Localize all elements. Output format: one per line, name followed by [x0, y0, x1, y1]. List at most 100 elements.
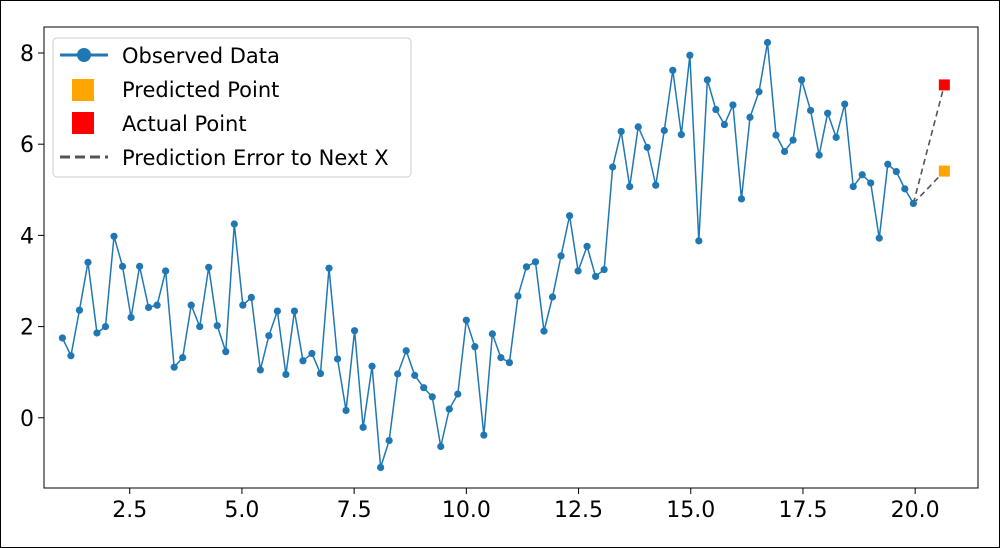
observed-point	[583, 242, 591, 250]
observed-point	[247, 293, 255, 301]
observed-point	[187, 301, 195, 309]
observed-point	[660, 126, 668, 135]
observed-point	[377, 463, 385, 472]
legend-error-label: Prediction Error to Next X	[122, 146, 389, 170]
observed-point	[170, 363, 178, 371]
legend-actual-label: Actual Point	[122, 112, 247, 136]
observed-point	[565, 212, 574, 220]
legend-observed-label: Observed Data	[122, 44, 280, 68]
observed-line	[61, 42, 915, 468]
observed-point	[179, 353, 187, 362]
x-tick-label: 17.5	[778, 498, 827, 523]
observed-point	[316, 369, 325, 378]
observed-point	[420, 384, 428, 392]
observed-point	[884, 160, 892, 168]
observed-point	[780, 147, 789, 156]
observed-point	[609, 163, 617, 171]
observed-point	[755, 88, 763, 96]
legend-actual-marker	[72, 112, 94, 134]
observed-point	[677, 131, 685, 139]
observed-point	[729, 101, 737, 109]
observed-point	[368, 362, 376, 370]
observed-point	[350, 327, 359, 335]
legend: Observed Data Predicted Point Actual Poi…	[52, 37, 412, 178]
actual-point-marker	[938, 79, 950, 91]
observed-point	[806, 106, 815, 115]
observed-point	[445, 405, 453, 413]
observed-point	[144, 303, 153, 312]
observed-point	[67, 352, 75, 360]
error-lines	[912, 84, 946, 205]
observed-point	[256, 366, 264, 374]
observed-point	[849, 182, 857, 191]
observed-point	[58, 334, 67, 342]
observed-point	[798, 76, 806, 84]
observed-point	[617, 127, 625, 136]
observed-point	[832, 133, 840, 141]
observed-point	[652, 181, 660, 189]
observed-point	[703, 76, 711, 84]
observed-point	[557, 252, 565, 260]
observed-point	[282, 370, 290, 379]
observed-point	[540, 327, 548, 335]
y-tick-label: 0	[20, 407, 34, 432]
legend-predicted-marker	[72, 79, 94, 101]
observed-point	[592, 272, 600, 281]
legend-observed-marker	[77, 48, 91, 62]
observed-point	[548, 293, 557, 301]
observed-point	[626, 182, 634, 191]
observed-point	[643, 143, 651, 151]
observed-point	[480, 431, 488, 439]
observed-point	[720, 120, 729, 129]
observed-point	[772, 131, 780, 139]
observed-point	[402, 347, 410, 355]
observed-point	[909, 199, 917, 208]
observed-point	[505, 359, 514, 367]
legend-box	[52, 37, 412, 178]
observed-point	[411, 371, 419, 379]
observed-point	[342, 406, 350, 415]
observed-point	[746, 113, 754, 121]
observed-point	[230, 220, 238, 228]
x-tick-label: 15.0	[666, 498, 715, 523]
observed-point	[205, 263, 213, 271]
predicted-point-marker	[938, 165, 950, 177]
observed-point	[497, 353, 505, 362]
observed-point	[437, 442, 445, 451]
observed-point	[454, 390, 462, 398]
error-line-predicted	[912, 170, 945, 205]
observed-point	[669, 66, 677, 74]
observed-point	[308, 349, 316, 358]
observed-point	[514, 292, 522, 300]
observed-point	[290, 307, 299, 315]
observed-point	[127, 313, 135, 322]
y-tick-label: 8	[20, 42, 34, 67]
observed-point	[299, 357, 307, 365]
observed-point	[892, 167, 900, 176]
observed-point	[135, 262, 144, 270]
observed-point	[634, 123, 642, 131]
x-tick-label: 10.0	[442, 498, 491, 523]
special-points	[938, 79, 950, 177]
observed-point	[118, 262, 127, 270]
observed-point	[600, 265, 608, 274]
x-tick-label: 12.5	[554, 498, 603, 523]
observed-point	[101, 322, 110, 331]
observed-point	[222, 348, 230, 356]
x-tick-label: 2.5	[112, 498, 147, 523]
x-tick-label: 20.0	[891, 498, 940, 523]
observed-point	[394, 370, 402, 378]
observed-point	[824, 109, 832, 117]
observed-point	[239, 301, 247, 309]
observed-point	[531, 258, 540, 266]
observed-point	[763, 38, 772, 47]
observed-point	[428, 393, 436, 401]
observed-point	[84, 258, 92, 266]
observed-point	[325, 264, 333, 272]
observed-point	[789, 136, 797, 144]
y-axis: 0 2 4 6 8	[20, 42, 44, 432]
observed-point	[273, 307, 281, 315]
y-tick-label: 2	[20, 316, 34, 341]
x-tick-label: 7.5	[337, 498, 372, 523]
